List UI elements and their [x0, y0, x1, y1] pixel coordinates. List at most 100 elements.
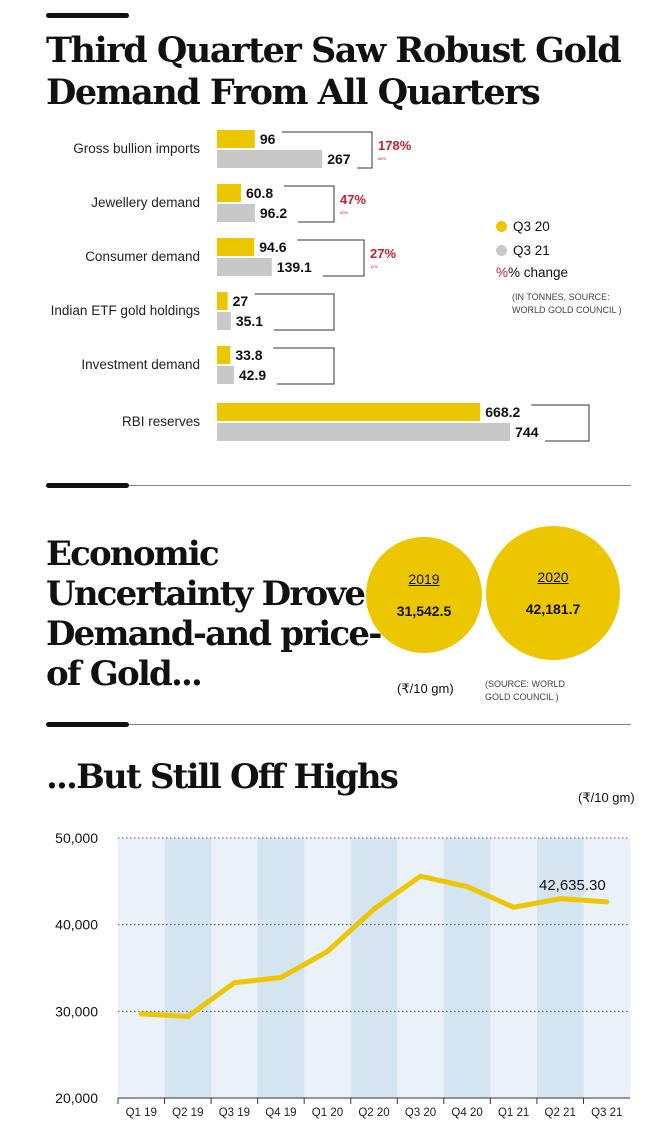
legend-swatch-q3-21 [496, 244, 507, 256]
bar-value-label-q3-21: 267 [327, 151, 351, 167]
price-circle-2019: 2019 31,542.5 [366, 537, 482, 653]
y-tick-label: 30,000 [55, 1003, 98, 1019]
bar-pct-change-small: 56% [378, 156, 386, 161]
bar-value-label-q3-20: 668.2 [485, 404, 520, 420]
section2-title-line4: of Gold... [46, 654, 203, 694]
section2-title: Economic Uncertainty Drove Demand-and pr… [46, 534, 382, 694]
legend-item-pct: % % change [496, 262, 568, 282]
legend-label-q3-21: Q3 21 [513, 242, 550, 258]
bar-q3-21 [217, 366, 234, 384]
bar-q3-21 [217, 423, 511, 441]
bar-value-label-q3-21: 744 [515, 424, 539, 440]
bar-q3-20 [217, 403, 481, 421]
bar-q3-20 [217, 184, 241, 202]
price-circle-2020-value: 42,181.7 [525, 601, 581, 617]
section-marker-2 [46, 483, 129, 488]
y-tick-label: 20,000 [55, 1090, 98, 1106]
bar-value-label-q3-20: 27 [233, 293, 249, 309]
chart-band [443, 838, 491, 1098]
chart-band [211, 838, 259, 1098]
legend-item-q3-20: Q3 20 [496, 214, 568, 238]
section3-unit: (₹/10 gm) [578, 790, 635, 805]
price-circle-2019-value: 31,542.5 [396, 603, 452, 619]
chart-band [490, 838, 538, 1098]
chart-band [304, 838, 352, 1098]
legend-pct-symbol: % [496, 264, 509, 280]
section-marker-3 [46, 722, 129, 727]
x-tick-label: Q1 20 [312, 1107, 343, 1119]
bar-value-label-q3-20: 96 [260, 131, 276, 147]
bar-category-label: Gross bullion imports [73, 141, 200, 156]
bar-value-label-q3-21: 139.1 [277, 259, 312, 275]
bar-bracket [283, 185, 335, 223]
legend-label-q3-20: Q3 20 [513, 218, 550, 234]
price-annotation: 42,635.30 [539, 877, 606, 894]
section2-title-line2: Uncertainty Drove [46, 574, 366, 614]
legend-swatch-q3-20 [496, 220, 507, 232]
y-tick-label: 40,000 [55, 917, 98, 933]
x-tick-label: Q2 21 [545, 1107, 576, 1119]
legend-item-q3-21: Q3 21 [496, 238, 568, 262]
section2-source: (Source: World Gold council ) [485, 678, 565, 704]
bar-bracket [281, 131, 373, 169]
x-tick-label: Q3 21 [591, 1107, 622, 1119]
bar-category-label: Investment demand [81, 357, 200, 372]
bar-q3-20 [217, 346, 231, 364]
bar-bracket [273, 347, 335, 385]
x-tick-label: Q3 19 [219, 1107, 250, 1119]
bar-pct-change: 178% [378, 138, 412, 153]
chart-band [536, 838, 584, 1098]
x-tick-label: Q4 20 [451, 1107, 482, 1119]
bar-category-label: Consumer demand [85, 249, 200, 264]
x-tick-label: Q1 21 [498, 1107, 529, 1119]
chart-band [164, 838, 212, 1098]
section2-unit: (₹/10 gm) [397, 681, 454, 696]
demand-bar-chart: Gross bullion imports 96 267 178% 56% Jewelle… [51, 130, 590, 442]
price-circle-2020: 2020 42,181.7 [486, 526, 620, 660]
bar-q3-20 [217, 238, 255, 256]
bar-value-label-q3-21: 35.1 [236, 313, 263, 329]
bar-q3-20 [217, 130, 255, 148]
section1-source-line1: (In tonnes, source: [512, 292, 610, 302]
divider-1 [46, 485, 631, 486]
bar-pct-change-small: 50% [340, 210, 348, 215]
bar-q3-21 [217, 150, 323, 168]
divider-2 [46, 724, 631, 725]
gold-price-line-chart: 20,000 30,000 40,000 50,000 Q1 19 Q2 19 Q3 19 Q… [55, 830, 631, 1119]
bar-q3-21 [217, 312, 231, 330]
bar-bracket [297, 239, 365, 277]
section1-source-line2: World gold council ) [512, 305, 622, 315]
x-tick-label: Q2 20 [358, 1107, 389, 1119]
bar-q3-21 [217, 258, 272, 276]
bar-value-label-q3-20: 94.6 [259, 239, 286, 255]
bar-value-label-q3-20: 60.8 [246, 185, 273, 201]
section1-title: Third Quarter Saw Robust Gold Demand Fro… [46, 30, 646, 114]
section1-title-line2: Demand From All Quarters [46, 72, 541, 113]
chart-band [583, 838, 631, 1098]
bar-value-label-q3-21: 96.2 [260, 205, 287, 221]
section1-source: (In tonnes, source: World gold council ) [512, 291, 622, 317]
chart-band [350, 838, 398, 1098]
x-tick-label: Q3 20 [405, 1107, 436, 1119]
bar-category-label: Indian ETF gold holdings [51, 303, 201, 318]
section1-title-line1: Third Quarter Saw Robust Gold [46, 30, 622, 71]
bar-pct-change-small: 11% [370, 264, 378, 269]
bar-q3-20 [217, 292, 228, 310]
legend-pct-label: % change [508, 264, 569, 280]
section2-title-line3: Demand-and price- [46, 614, 382, 654]
x-tick-label: Q2 19 [172, 1107, 203, 1119]
section2-source-line2: Gold council ) [485, 692, 559, 702]
bar-value-label-q3-20: 33.8 [235, 347, 262, 363]
price-circle-2019-year: 2019 [408, 571, 440, 587]
bar-pct-change: 47% [340, 192, 366, 207]
bar-bracket [531, 404, 590, 442]
chart-band [118, 838, 166, 1098]
bar-q3-21 [217, 204, 255, 222]
bar-category-label: RBI reserves [122, 414, 200, 429]
section2-source-line1: (Source: World [485, 679, 566, 689]
x-tick-label: Q4 19 [265, 1107, 296, 1119]
section2-title-line1: Economic [46, 534, 220, 574]
section-marker-1 [46, 13, 129, 18]
x-tick-label: Q1 19 [126, 1107, 157, 1119]
price-circle-2020-year: 2020 [537, 569, 569, 585]
